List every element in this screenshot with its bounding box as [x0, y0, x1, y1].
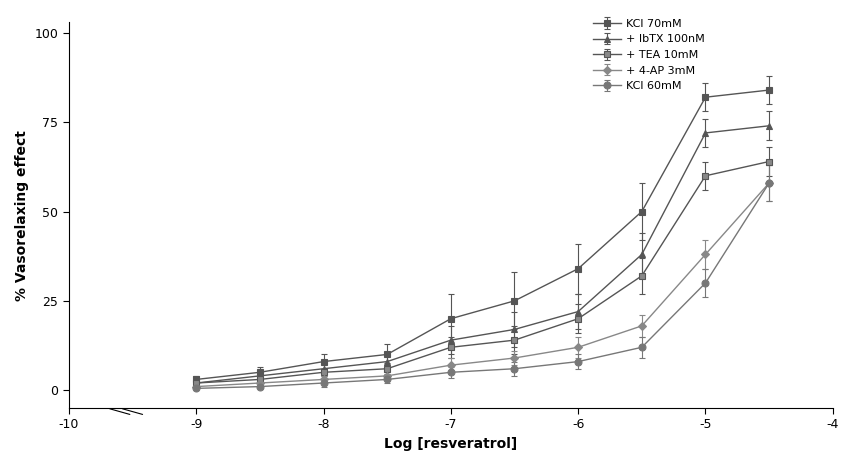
- X-axis label: Log [resveratrol]: Log [resveratrol]: [384, 437, 517, 451]
- Legend: KCl 70mM, + IbTX 100nM, + TEA 10mM, + 4-AP 3mM, KCl 60mM: KCl 70mM, + IbTX 100nM, + TEA 10mM, + 4-…: [588, 14, 709, 96]
- Y-axis label: % Vasorelaxing effect: % Vasorelaxing effect: [15, 130, 29, 301]
